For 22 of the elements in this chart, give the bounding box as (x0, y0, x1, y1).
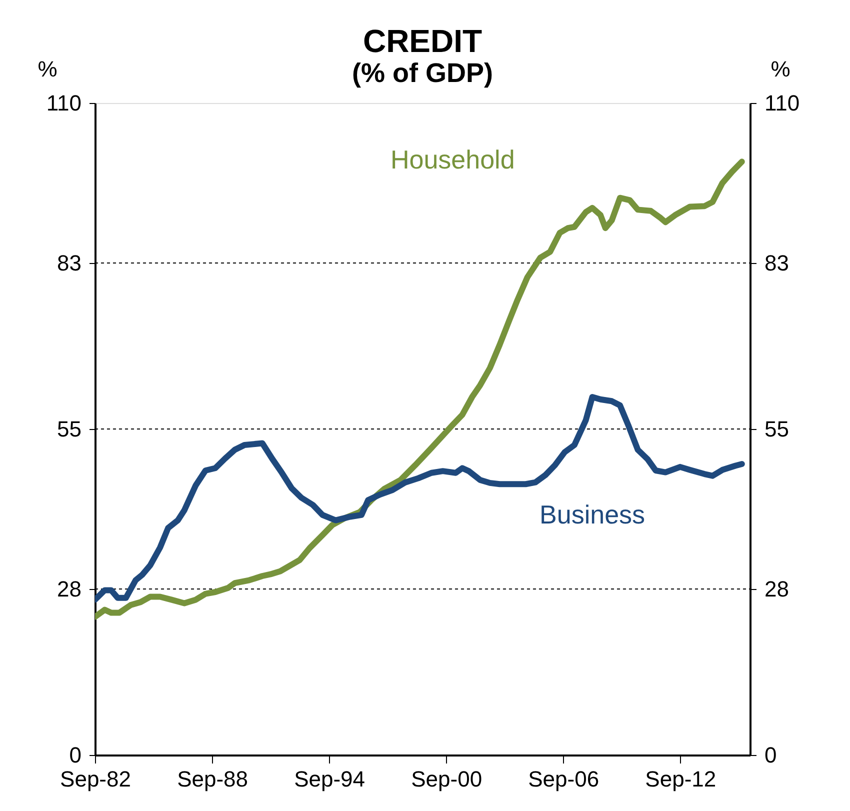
y2-axis-title: % (770, 56, 790, 82)
x-tick-label: Sep-94 (294, 766, 366, 792)
y2-tick-label: 110 (764, 90, 800, 116)
y-tick-label: 55 (57, 416, 82, 442)
x-tick-label: Sep-00 (411, 766, 482, 792)
chart-subtitle: (% of GDP) (352, 58, 493, 88)
y-tick-label: 110 (46, 90, 82, 116)
chart-title: CREDIT (362, 23, 483, 59)
y2-tick-label: 0 (764, 742, 777, 768)
y2-tick-label: 28 (764, 576, 789, 602)
text: Household (390, 144, 515, 175)
y-axis-title: % (38, 56, 58, 82)
x-tick-label: Sep-06 (528, 766, 600, 792)
x-tick-label: Sep-12 (645, 766, 716, 792)
y-tick-label: 28 (57, 576, 82, 602)
y-tick-label: 0 (69, 742, 82, 768)
series-label: Business (540, 500, 646, 530)
y2-tick-label: 55 (764, 416, 789, 442)
x-tick-label: Sep-88 (177, 766, 248, 792)
y2-tick-label: 83 (764, 250, 789, 276)
y-tick-label: 83 (57, 250, 82, 276)
x-tick-label: Sep-82 (60, 766, 131, 792)
